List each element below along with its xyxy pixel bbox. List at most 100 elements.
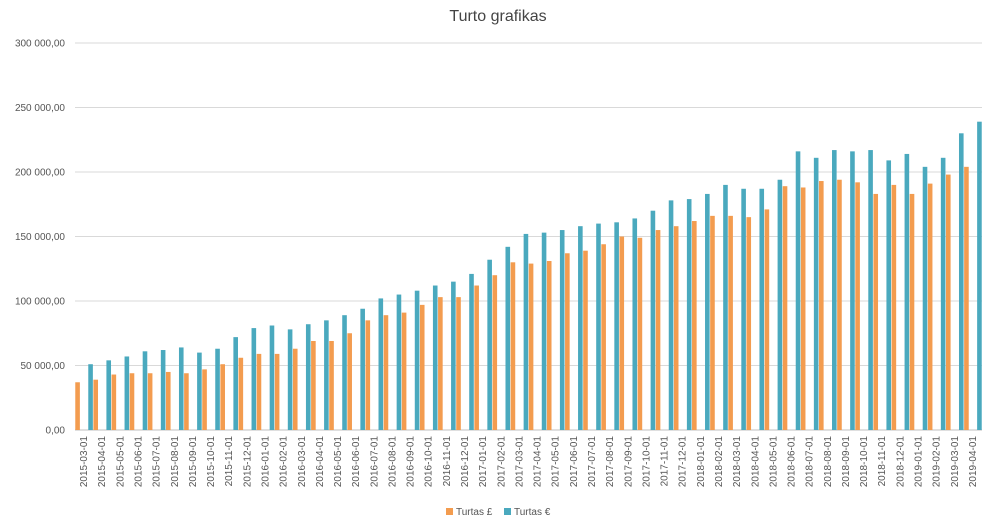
x-tick-label: 2015-05-01 [115, 436, 126, 488]
x-tick-label: 2016-12-01 [460, 436, 471, 488]
bar-turtas-eur [596, 223, 601, 430]
bar-turtas-gbp [601, 244, 606, 430]
x-tick-label: 2017-08-01 [605, 436, 616, 488]
x-tick-label: 2018-01-01 [696, 436, 707, 488]
x-tick-label: 2018-03-01 [732, 436, 743, 488]
x-tick-label: 2018-10-01 [859, 436, 870, 488]
x-tick-label: 2016-08-01 [387, 436, 398, 488]
gridlines [75, 42, 982, 431]
bar-turtas-gbp [873, 193, 879, 430]
bar-turtas-gbp [329, 340, 334, 430]
bar-turtas-gbp [365, 320, 371, 430]
bar-turtas-eur [178, 347, 184, 430]
x-tick-label: 2017-04-01 [533, 436, 544, 488]
bar-turtas-eur [777, 179, 783, 430]
y-tick-label: 300 000,00 [15, 39, 65, 50]
bar-turtas-gbp [274, 353, 280, 430]
x-tick-label: 2015-07-01 [152, 436, 163, 488]
bar-turtas-eur [559, 230, 565, 430]
x-tick-label: 2018-08-01 [823, 436, 834, 488]
bar-turtas-eur [414, 290, 420, 430]
bar-turtas-eur [958, 133, 964, 431]
bar-turtas-gbp [565, 253, 570, 430]
bar-turtas-eur [106, 360, 112, 430]
bar-turtas-eur [705, 193, 710, 430]
bar-turtas-eur [269, 325, 275, 430]
bar-turtas-eur [723, 184, 728, 430]
x-tick-label: 2016-04-01 [315, 436, 326, 488]
bar-turtas-eur [160, 350, 166, 430]
bar-turtas-gbp [202, 369, 207, 430]
bar-turtas-eur [215, 348, 220, 430]
bar-turtas-eur [668, 200, 674, 430]
bar-turtas-gbp [782, 186, 788, 430]
bar-turtas-eur [977, 121, 982, 430]
y-tick-label: 0,00 [46, 426, 66, 437]
legend: Turtas £ Turtas € [446, 507, 551, 518]
x-tick-label: 2018-02-01 [714, 436, 725, 488]
bar-turtas-eur [469, 273, 474, 430]
bar-turtas-eur [632, 218, 638, 430]
bar-turtas-gbp [93, 379, 99, 430]
y-tick-label: 150 000,00 [15, 232, 65, 243]
bar-turtas-eur [795, 151, 801, 431]
bar-turtas-gbp [728, 215, 733, 430]
bar-turtas-gbp [220, 364, 225, 430]
x-tick-label: 2015-06-01 [133, 436, 144, 488]
x-tick-label: 2017-06-01 [569, 436, 580, 488]
x-tick-label: 2018-04-01 [750, 436, 761, 488]
bar-turtas-eur [832, 150, 837, 430]
bar-turtas-gbp [419, 304, 425, 430]
bar-turtas-gbp [619, 236, 625, 430]
bar-turtas-eur [378, 298, 384, 430]
bar-turtas-eur [396, 294, 402, 430]
x-tick-label: 2015-08-01 [170, 436, 181, 488]
bar-turtas-eur [197, 352, 202, 430]
x-tick-label: 2017-05-01 [551, 436, 562, 488]
x-tick-label: 2017-03-01 [514, 436, 525, 488]
bar-turtas-eur [342, 315, 347, 430]
legend-label-turtas-gbp: Turtas £ [456, 507, 493, 518]
bar-turtas-eur [287, 329, 293, 430]
bar-turtas-eur [88, 364, 93, 430]
bar-turtas-eur [741, 188, 746, 430]
bars [75, 121, 982, 431]
bar-turtas-gbp [964, 166, 969, 430]
y-axis-tick-labels: 0,00 50 000,00 100 000,00 150 000,00 200 000… [15, 39, 65, 437]
x-tick-label: 2015-03-01 [79, 436, 90, 488]
bar-turtas-gbp [945, 174, 951, 430]
x-tick-label: 2016-09-01 [406, 436, 417, 488]
bar-turtas-gbp [147, 373, 153, 430]
bar-turtas-gbp [311, 340, 316, 430]
bar-turtas-gbp [184, 373, 189, 430]
legend-swatch-turtas-eur [504, 508, 511, 515]
bar-turtas-eur [686, 199, 692, 430]
x-tick-label: 2016-02-01 [279, 436, 290, 488]
bar-turtas-eur [922, 166, 928, 430]
x-tick-label: 2019-02-01 [932, 436, 943, 488]
x-tick-label: 2017-09-01 [623, 436, 634, 488]
x-tick-label: 2015-04-01 [97, 436, 108, 488]
bar-turtas-gbp [692, 221, 697, 430]
bar-turtas-gbp [238, 357, 244, 430]
bar-turtas-eur [650, 210, 656, 430]
x-tick-label: 2018-05-01 [768, 436, 779, 488]
x-tick-label: 2016-07-01 [369, 436, 380, 488]
bar-turtas-gbp [456, 297, 461, 430]
bar-turtas-gbp [546, 261, 552, 430]
bar-turtas-gbp [510, 262, 516, 430]
bar-turtas-eur [432, 285, 438, 430]
x-tick-label: 2018-12-01 [895, 436, 906, 488]
bar-turtas-gbp [909, 193, 915, 430]
legend-label-turtas-eur: Turtas € [514, 507, 551, 518]
bar-turtas-eur [124, 356, 130, 430]
x-tick-label: 2017-07-01 [587, 436, 598, 488]
y-tick-label: 200 000,00 [15, 168, 65, 179]
x-tick-label: 2018-06-01 [787, 436, 798, 488]
bar-turtas-gbp [855, 182, 860, 430]
bar-turtas-gbp [492, 275, 498, 430]
x-tick-label: 2016-11-01 [442, 436, 453, 487]
bar-turtas-eur [487, 259, 492, 430]
x-tick-label: 2017-12-01 [678, 436, 689, 488]
x-tick-label: 2018-11-01 [877, 436, 888, 487]
